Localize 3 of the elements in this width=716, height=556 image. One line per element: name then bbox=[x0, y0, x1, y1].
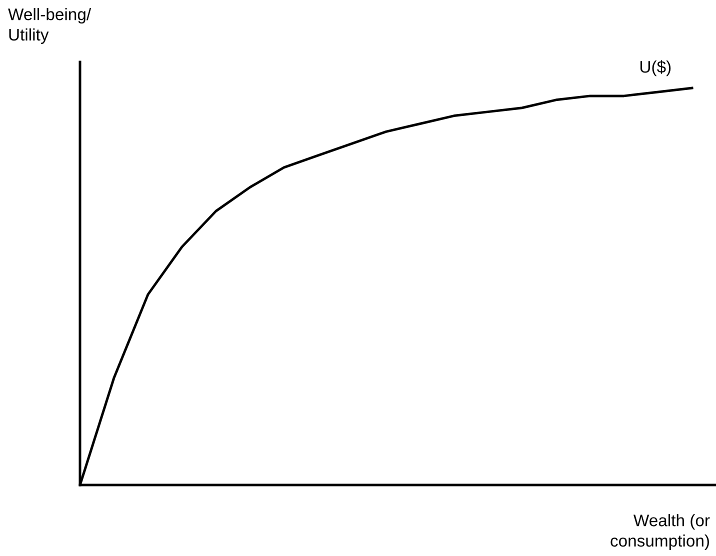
y-axis-title: Well-being/ Utility bbox=[8, 8, 92, 44]
x-axis-title: Wealth (or consumption) bbox=[610, 514, 710, 550]
series-label: U($) bbox=[640, 60, 671, 76]
